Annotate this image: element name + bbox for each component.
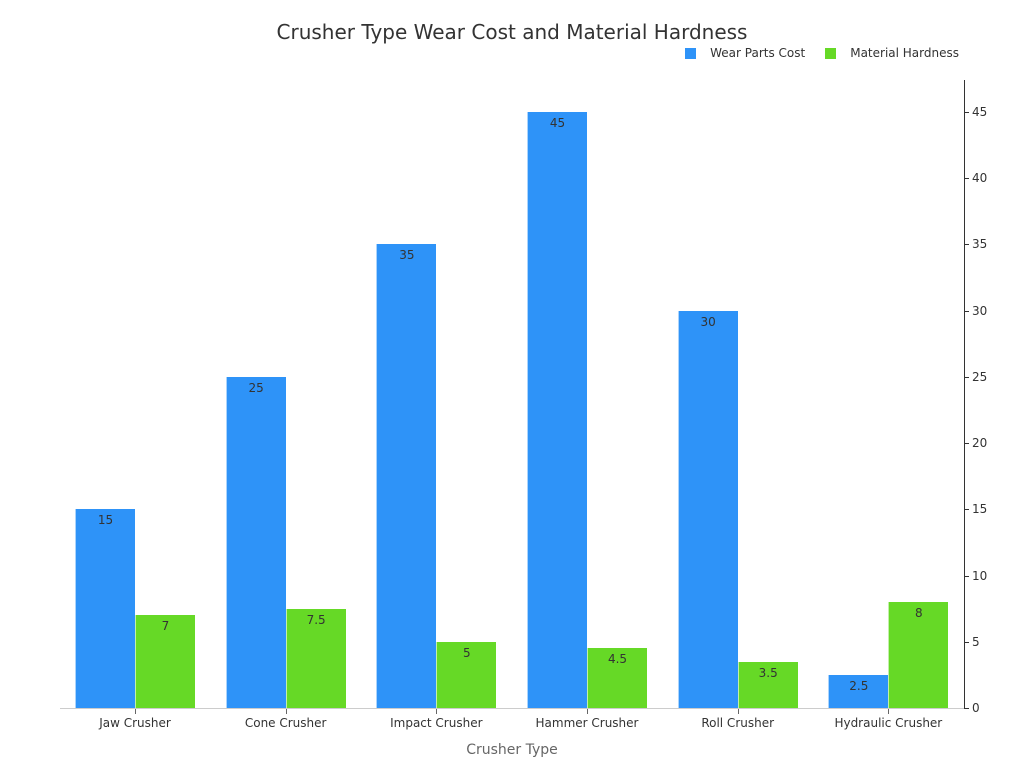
- x-tick: [436, 709, 438, 714]
- y-tick: [964, 112, 969, 113]
- chart-title: Crusher Type Wear Cost and Material Hard…: [276, 20, 748, 44]
- y-tick-label: 25: [972, 369, 988, 384]
- x-axis-title: Crusher Type: [466, 742, 558, 758]
- bar[interactable]: 8: [888, 602, 949, 708]
- y-tick: [964, 376, 969, 378]
- bar-value-label: 15: [97, 513, 114, 528]
- bar[interactable]: 7: [135, 615, 195, 708]
- bar-value-label: 4.5: [607, 652, 628, 667]
- y-tick: [964, 310, 969, 312]
- legend-label: Wear Parts Cost: [710, 46, 806, 60]
- bar-value-label: 7.5: [306, 612, 326, 627]
- y-tick-label: 10: [972, 568, 988, 583]
- y-tick: [964, 443, 969, 445]
- bar-value-label: 2.5: [849, 678, 869, 693]
- y-tick: [964, 509, 969, 511]
- bar[interactable]: 30: [677, 310, 738, 708]
- bar[interactable]: 5: [436, 641, 497, 708]
- legend-swatch-icon: [685, 47, 697, 59]
- bar[interactable]: 4.5: [587, 648, 647, 708]
- x-tick-label: Cone Crusher: [244, 716, 327, 730]
- x-tick: [587, 709, 588, 714]
- legend-label: Material Hardness: [850, 46, 959, 60]
- x-tick: [737, 709, 739, 714]
- y-tick: [964, 708, 969, 709]
- y-tick-label: 15: [972, 502, 988, 517]
- bar[interactable]: 15: [75, 509, 135, 708]
- bar[interactable]: 3.5: [737, 661, 798, 708]
- legend-item[interactable]: Material Hardness: [825, 46, 959, 60]
- bar[interactable]: 45: [527, 112, 587, 708]
- bar-value-label: 30: [700, 314, 716, 329]
- y-tick-label: 35: [972, 237, 988, 252]
- x-tick-label: Hammer Crusher: [535, 716, 639, 730]
- x-tick-label: Hydraulic Crusher: [834, 716, 943, 730]
- x-tick: [135, 709, 136, 714]
- legend-swatch-icon: [825, 47, 837, 59]
- bar-value-label: 7: [161, 619, 170, 634]
- y-tick-label: 0: [972, 701, 980, 715]
- bar-value-label: 5: [463, 645, 471, 660]
- x-tick: [888, 709, 890, 714]
- bar-value-label: 35: [399, 248, 415, 263]
- x-axis-line: [60, 708, 964, 709]
- y-tick: [964, 178, 969, 180]
- y-tick: [964, 641, 969, 643]
- y-tick-label: 20: [972, 436, 988, 451]
- bar[interactable]: 35: [376, 244, 437, 708]
- x-tick-label: Impact Crusher: [390, 716, 483, 730]
- bar-value-label: 8: [915, 606, 923, 621]
- legend-item[interactable]: Wear Parts Cost: [685, 46, 805, 60]
- y-tick-label: 40: [972, 171, 988, 186]
- legend: Wear Parts Cost Material Hardness: [665, 46, 959, 60]
- bar-value-label: 45: [549, 116, 566, 130]
- y-tick-label: 5: [972, 634, 980, 649]
- y-tick: [964, 575, 969, 577]
- y-tick-label: 45: [972, 105, 988, 119]
- bar-value-label: 25: [248, 380, 264, 395]
- bar[interactable]: 7.5: [285, 608, 346, 708]
- y-axis-line: [964, 80, 965, 709]
- x-tick-label: Jaw Crusher: [99, 716, 171, 730]
- bar[interactable]: 25: [225, 376, 286, 708]
- y-tick: [964, 244, 969, 246]
- bar[interactable]: 2.5: [828, 674, 889, 708]
- y-tick-label: 30: [972, 303, 988, 318]
- bar-value-label: 3.5: [758, 665, 778, 680]
- x-tick: [285, 709, 287, 714]
- x-tick-label: Roll Crusher: [701, 716, 775, 730]
